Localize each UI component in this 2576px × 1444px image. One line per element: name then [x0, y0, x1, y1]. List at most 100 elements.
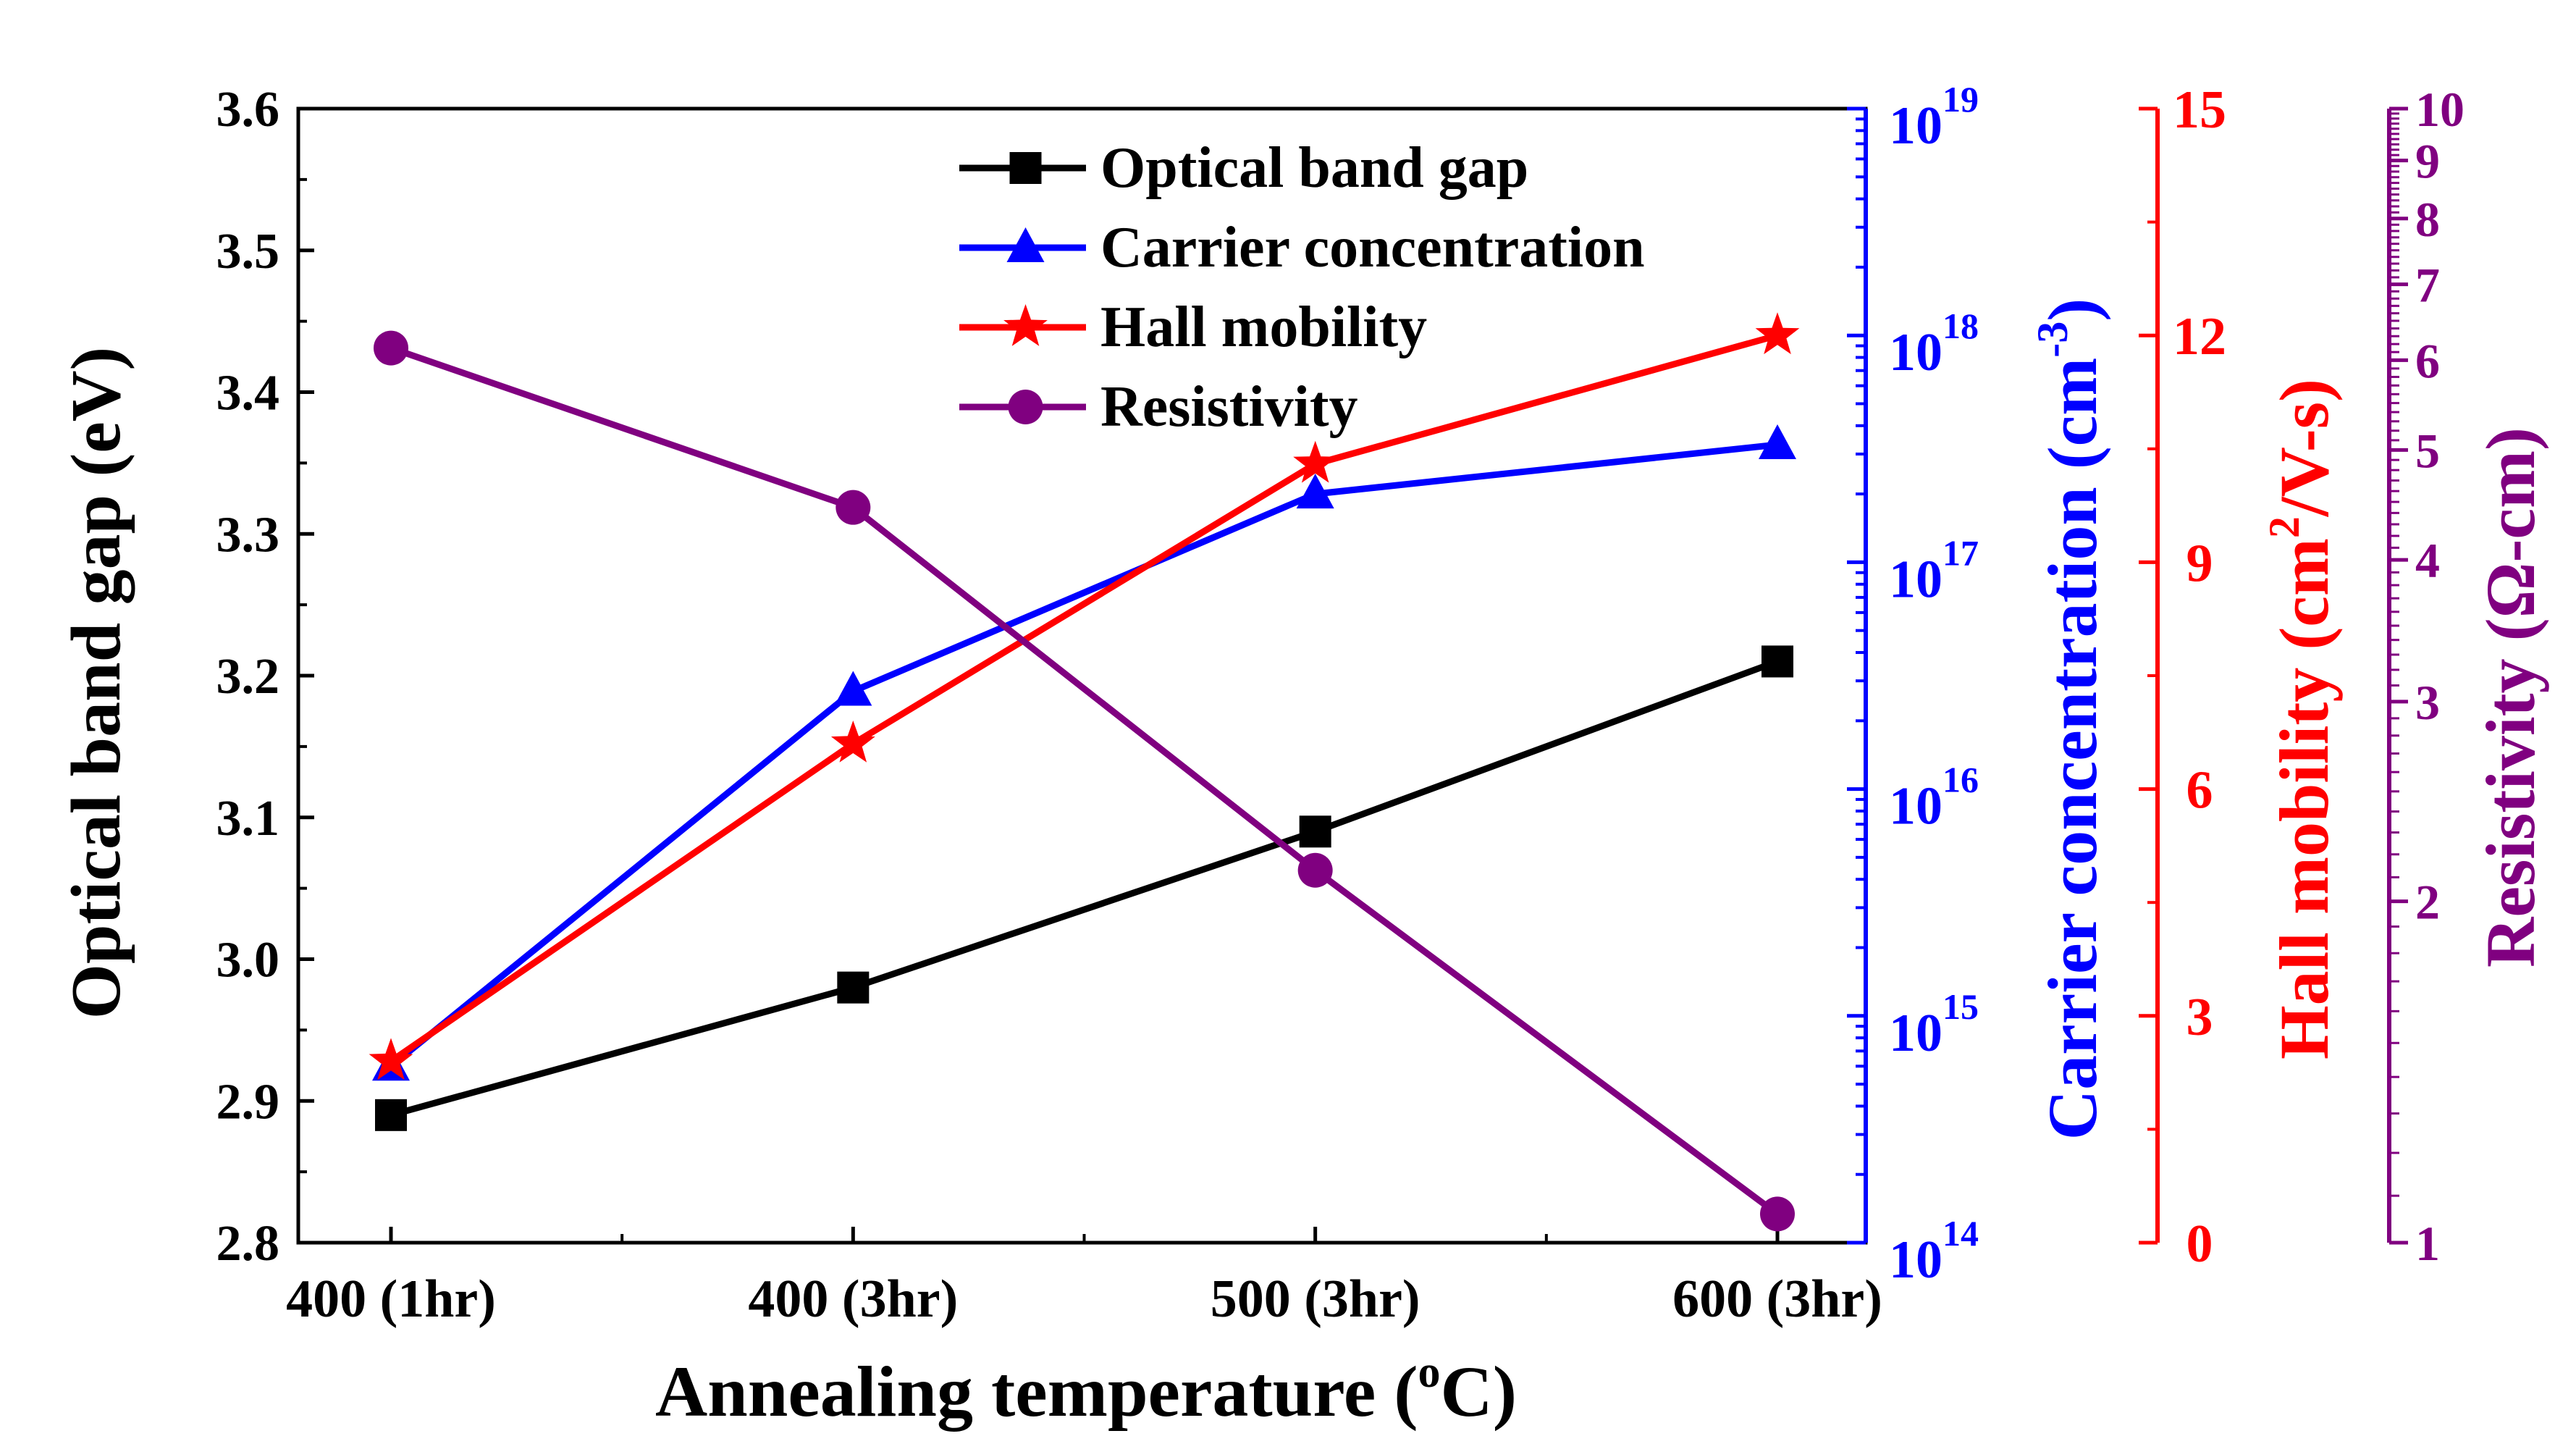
- data-point-resistivity: [374, 330, 408, 366]
- carrier-tick-base: 10: [1889, 1004, 1942, 1063]
- legend-marker-resistivity: [1008, 390, 1043, 424]
- legend-label-optical-band-gap: Optical band gap: [1100, 136, 1528, 200]
- carrier-tick-label: 1014: [1889, 1213, 1979, 1290]
- legend-label-carrier-concentration: Carrier concentration: [1100, 216, 1645, 280]
- mobility-tick-label: 12: [2173, 307, 2226, 366]
- resistivity-tick-label: 8: [2415, 192, 2440, 247]
- x-axis-title-sup: o: [1418, 1348, 1441, 1397]
- resistivity-tick-label: 1: [2415, 1216, 2440, 1271]
- data-point-carrier-concentration: [834, 671, 872, 706]
- series-optical-band-gap: [375, 645, 1793, 1131]
- legend-label-hall-mobility: Hall mobility: [1100, 295, 1427, 359]
- x-tick-label: 400 (3hr): [748, 1269, 958, 1329]
- mobility-tick-label: 0: [2186, 1214, 2213, 1274]
- x-axis-title-main: Annealing temperature (: [655, 1351, 1418, 1432]
- data-point-hall-mobility: [369, 1038, 413, 1080]
- series-layer: [369, 312, 1800, 1232]
- series-hall-mobility: [369, 312, 1800, 1080]
- resistivity-tick-label: 6: [2415, 333, 2440, 388]
- series-line-resistivity: [390, 345, 1780, 1217]
- mobility-title-main: Hall mobility (cm: [2265, 538, 2343, 1059]
- carrier-tick-exp: 15: [1942, 986, 1979, 1027]
- legend-label-resistivity: Resistivity: [1100, 375, 1358, 439]
- carrier-tick-base: 10: [1889, 96, 1942, 156]
- data-point-optical-band-gap: [1299, 815, 1331, 848]
- mobility-tick-label: 15: [2173, 80, 2226, 140]
- mobility-tick-label: 9: [2186, 534, 2213, 593]
- data-point-hall-mobility: [830, 721, 875, 763]
- left-tick-label: 2.8: [216, 1216, 280, 1272]
- carrier-tick-exp: 19: [1942, 79, 1979, 119]
- data-point-carrier-concentration: [1296, 474, 1334, 509]
- data-point-optical-band-gap: [837, 971, 870, 1004]
- data-point-hall-mobility: [1755, 312, 1800, 355]
- data-point-resistivity: [1760, 1196, 1795, 1232]
- carrier-tick-label: 1018: [1889, 306, 1979, 382]
- resistivity-tick-label: 4: [2415, 533, 2440, 588]
- resistivity-tick-label: 9: [2415, 134, 2440, 189]
- mobility-tick-label: 6: [2186, 761, 2213, 820]
- carrier-tick-exp: 16: [1942, 760, 1979, 800]
- x-axis-title: Annealing temperature (oC): [655, 1348, 1517, 1432]
- x-tick-label: 600 (3hr): [1672, 1269, 1882, 1329]
- legend-marker-carrier-concentration: [1006, 227, 1045, 262]
- mobility-tick-label: 3: [2186, 988, 2213, 1047]
- carrier-title-main: Carrier concentration (cm: [2034, 358, 2111, 1140]
- data-point-optical-band-gap: [375, 1099, 407, 1131]
- legend-marker-hall-mobility: [1003, 304, 1048, 346]
- carrier-tick-base: 10: [1889, 1230, 1942, 1290]
- mobility-axis: 0 3 6 9 12 15 Hall mobility (cm2/V-s): [2139, 80, 2343, 1274]
- left-tick-label: 3.4: [216, 366, 280, 421]
- series-line-hall-mobility: [389, 332, 1779, 1065]
- data-point-hall-mobility: [1293, 440, 1338, 483]
- left-tick-label: 3.0: [216, 933, 280, 988]
- carrier-title-sup: -3: [2029, 322, 2076, 358]
- left-tick-label: 3.1: [216, 791, 280, 847]
- left-tick-label: 3.5: [216, 224, 280, 280]
- carrier-tick-exp: 14: [1942, 1213, 1979, 1254]
- legend: Optical band gap Carrier concentration Hal…: [959, 136, 1645, 439]
- left-tick-label: 3.2: [216, 649, 280, 705]
- data-point-optical-band-gap: [1761, 645, 1793, 678]
- data-point-resistivity: [835, 490, 871, 525]
- carrier-tick-base: 10: [1889, 323, 1942, 382]
- series-line-carrier-concentration: [389, 441, 1778, 1069]
- x-tick-label: 400 (1hr): [286, 1269, 496, 1329]
- resistivity-tick-label: 7: [2415, 258, 2440, 313]
- resistivity-tick-label: 2: [2415, 875, 2440, 930]
- legend-marker-optical-band-gap: [1009, 152, 1042, 184]
- mobility-axis-title: Hall mobility (cm2/V-s): [2260, 379, 2343, 1059]
- mobility-title-tail: /V-s): [2265, 379, 2343, 517]
- left-axis: 2.8 2.9 3.0 3.1 3.2 3.3 3.4 3.5 3.6 Optical band …: [57, 82, 314, 1272]
- left-axis-title: Optical band gap (eV): [57, 347, 135, 1019]
- carrier-tick-exp: 17: [1942, 532, 1979, 573]
- carrier-tick-label: 1015: [1889, 986, 1979, 1063]
- carrier-title-tail: ): [2034, 298, 2111, 322]
- carrier-tick-label: 1016: [1889, 760, 1979, 836]
- series-line-optical-band-gap: [390, 658, 1779, 1119]
- left-tick-label: 3.6: [216, 82, 280, 138]
- carrier-tick-base: 10: [1889, 777, 1942, 836]
- x-axis: 400 (1hr) 400 (3hr) 500 (3hr) 600 (3hr) Anne…: [286, 1227, 1882, 1432]
- mobility-title-sup: 2: [2260, 516, 2308, 538]
- resistivity-axis-title: Resistivity (Ω-cm): [2472, 427, 2549, 967]
- resistivity-tick-label: 3: [2415, 675, 2440, 730]
- left-tick-label: 3.3: [216, 507, 280, 563]
- resistivity-tick-label: 5: [2415, 423, 2440, 478]
- carrier-tick-label: 1017: [1889, 532, 1979, 609]
- left-tick-label: 2.9: [216, 1074, 280, 1130]
- series-resistivity: [374, 330, 1795, 1232]
- x-axis-title-tail: C): [1441, 1351, 1518, 1432]
- carrier-tick-base: 10: [1889, 550, 1942, 609]
- x-tick-label: 500 (3hr): [1211, 1269, 1420, 1329]
- carrier-axis-title: Carrier concentration (cm-3): [2029, 298, 2111, 1140]
- resistivity-tick-label: 10: [2415, 82, 2465, 137]
- carrier-tick-label: 1019: [1889, 79, 1979, 156]
- data-point-carrier-concentration: [1759, 424, 1796, 460]
- carrier-tick-exp: 18: [1942, 306, 1979, 346]
- data-point-resistivity: [1297, 852, 1333, 888]
